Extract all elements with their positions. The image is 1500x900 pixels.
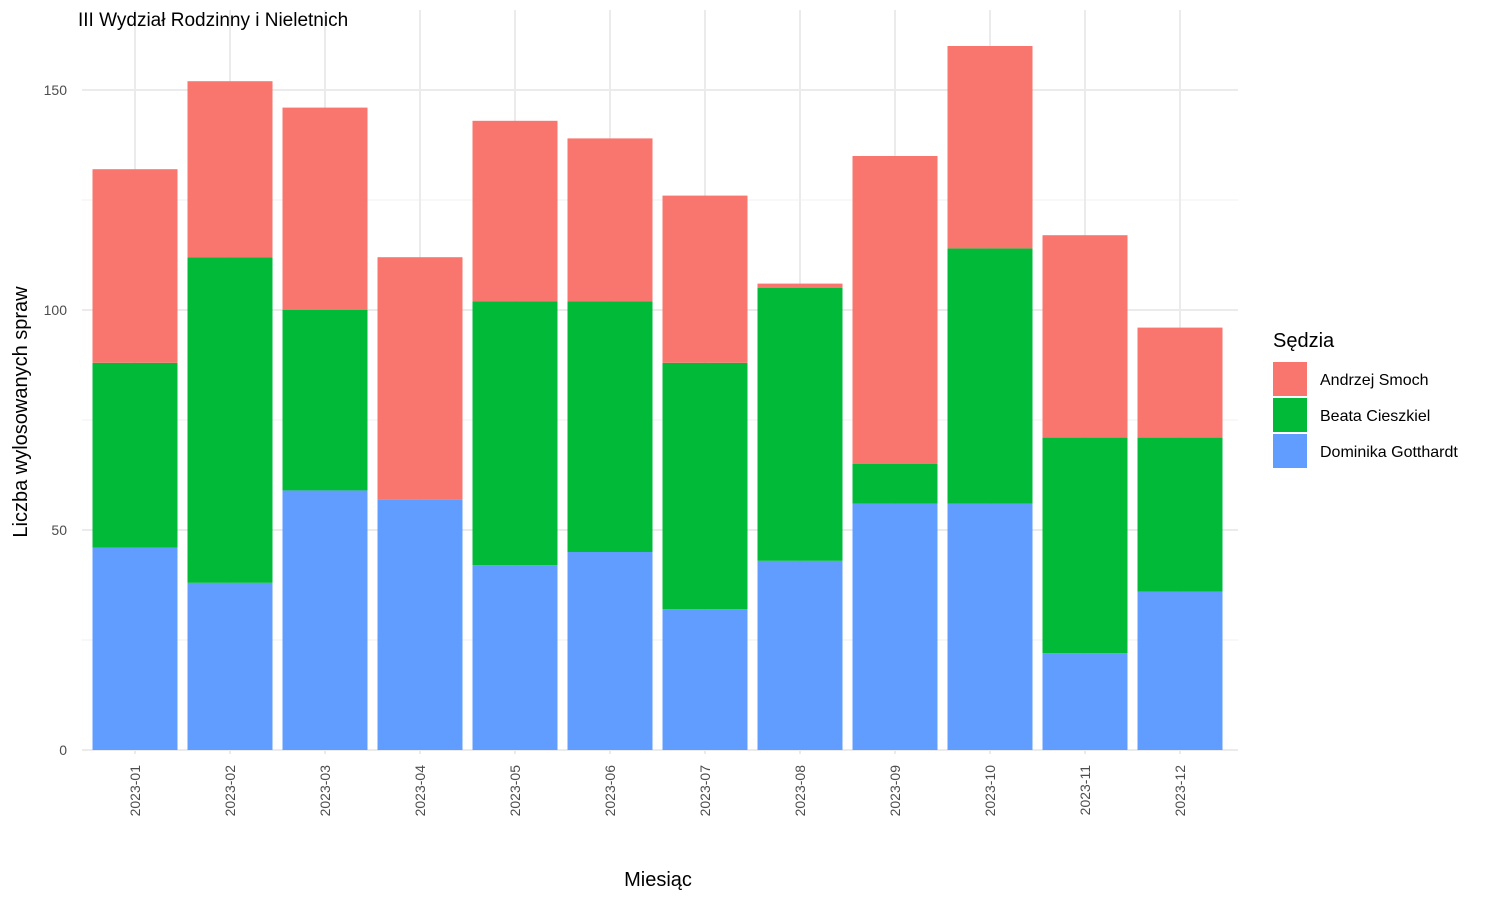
bars [92,46,1223,750]
bar-dominika-gotthardt-2023-02 [187,582,273,750]
bar-andrzej-smoch-2023-12 [1137,327,1223,438]
x-axis-title: Miesiąc [624,869,692,891]
bar-andrzej-smoch-2023-04 [377,257,463,500]
legend-label: Beata Cieszkiel [1320,408,1430,425]
bar-beata-cieszkiel-2023-02 [187,257,273,583]
bar-andrzej-smoch-2023-11 [1042,235,1128,438]
bar-dominika-gotthardt-2023-04 [377,499,463,750]
x-tick-label: 2023-09 [887,765,903,817]
bar-beata-cieszkiel-2023-05 [472,301,558,566]
bar-dominika-gotthardt-2023-01 [92,547,178,750]
bar-andrzej-smoch-2023-09 [852,156,938,464]
bar-beata-cieszkiel-2023-01 [92,362,178,548]
x-tick-label: 2023-03 [317,765,333,817]
legend: Sędzia Andrzej Smoch Beata Cieszkiel Domin… [1273,330,1458,468]
x-tick-label: 2023-10 [982,765,998,817]
x-tick-label: 2023-05 [507,765,523,817]
x-tick-label: 2023-12 [1172,765,1188,817]
legend-swatch-andrzej-smoch [1273,362,1307,396]
x-tick-label: 2023-01 [127,765,143,817]
x-tick-label: 2023-02 [222,765,238,817]
bar-beata-cieszkiel-2023-09 [852,464,938,504]
bar-beata-cieszkiel-2023-10 [947,248,1033,504]
x-tick-label: 2023-11 [1077,765,1093,816]
bar-dominika-gotthardt-2023-05 [472,565,558,750]
bar-dominika-gotthardt-2023-12 [1137,591,1223,750]
bar-andrzej-smoch-2023-02 [187,81,273,258]
bar-beata-cieszkiel-2023-07 [662,362,748,610]
x-tick-label: 2023-08 [792,765,808,817]
legend-swatch-beata-cieszkiel [1273,398,1307,432]
legend-title: Sędzia [1273,330,1335,352]
bar-andrzej-smoch-2023-06 [567,138,653,302]
bar-andrzej-smoch-2023-01 [92,169,178,363]
bar-dominika-gotthardt-2023-11 [1042,653,1128,750]
x-tick-label: 2023-06 [602,765,618,817]
bar-beata-cieszkiel-2023-12 [1137,437,1223,592]
legend-label: Andrzej Smoch [1320,372,1429,389]
x-tick-label: 2023-04 [412,765,428,817]
bar-andrzej-smoch-2023-07 [662,195,748,363]
chart-title: III Wydział Rodzinny i Nieletnich [78,10,348,31]
y-axis-title: Liczba wylosowanych spraw [10,286,32,538]
y-tick-label: 150 [44,82,68,98]
y-axis-ticks: 0 50 100 150 [44,82,68,758]
bar-dominika-gotthardt-2023-09 [852,503,938,750]
bar-andrzej-smoch-2023-03 [282,107,368,310]
bar-dominika-gotthardt-2023-10 [947,503,1033,750]
bar-beata-cieszkiel-2023-11 [1042,437,1128,654]
bar-dominika-gotthardt-2023-07 [662,609,748,750]
bar-dominika-gotthardt-2023-03 [282,490,368,750]
bar-beata-cieszkiel-2023-06 [567,301,653,552]
legend-swatch-dominika-gotthardt [1273,434,1307,468]
y-tick-label: 0 [59,742,67,758]
bar-andrzej-smoch-2023-05 [472,120,558,302]
x-axis-ticks: 2023-01 2023-02 2023-03 2023-04 2023-05 2023-… [127,765,1188,817]
x-tick-label: 2023-07 [697,765,713,817]
y-tick-label: 50 [51,522,67,538]
bar-dominika-gotthardt-2023-06 [567,552,653,750]
bar-beata-cieszkiel-2023-03 [282,310,368,491]
bar-beata-cieszkiel-2023-08 [757,288,843,561]
legend-label: Dominika Gotthardt [1320,444,1458,461]
y-tick-label: 100 [44,302,68,318]
bar-andrzej-smoch-2023-08 [757,283,843,288]
bar-andrzej-smoch-2023-10 [947,46,1033,249]
bar-dominika-gotthardt-2023-08 [757,560,843,750]
